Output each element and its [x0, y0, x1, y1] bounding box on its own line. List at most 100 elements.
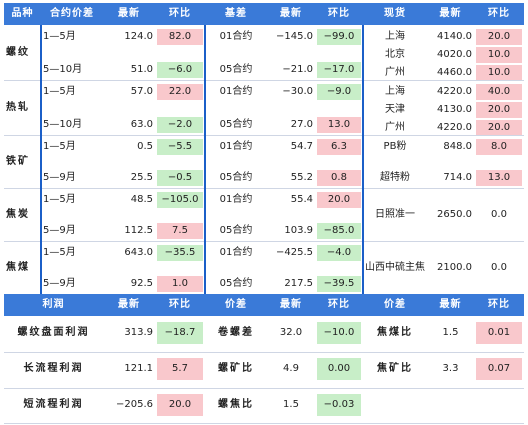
- profit-change: −18.7: [157, 322, 203, 344]
- basis-change: 6.3: [317, 139, 361, 155]
- column-header: 环比: [155, 294, 205, 316]
- column-divider: [204, 25, 206, 294]
- spot-change: 20.0: [476, 120, 522, 136]
- contract-spread: 5—9月: [43, 278, 76, 289]
- column-header: 最新: [267, 3, 315, 25]
- spot-name: PB粉: [383, 141, 407, 152]
- contract-spread: 1—5月: [43, 141, 76, 152]
- column-header: 合约价差: [41, 3, 103, 25]
- spot-change: 40.0: [476, 84, 522, 100]
- spot-change: 10.0: [476, 65, 522, 81]
- basis-latest: −30.0: [282, 86, 313, 97]
- spot-latest: 4140.0: [437, 31, 472, 42]
- spot-name: 天津: [385, 104, 405, 115]
- spot-name: 日照准一: [375, 209, 415, 220]
- profit-change: 5.7: [157, 358, 203, 380]
- column-divider: [40, 25, 42, 294]
- spot-latest: 4220.0: [437, 122, 472, 133]
- spread-latest: 25.5: [130, 172, 153, 183]
- spot-name: 广州: [385, 122, 405, 133]
- basis-contract: 05合约: [219, 172, 253, 183]
- spread-ratio-change: 0.00: [317, 358, 361, 380]
- contract-spread: 5—9月: [43, 225, 76, 236]
- spread-change: 82.0: [157, 29, 203, 45]
- profit-name: 短流程利润: [23, 399, 84, 410]
- profit-name: 长流程利润: [23, 363, 84, 374]
- spread-latest: 0.5: [137, 141, 153, 152]
- spread-change: −0.5: [157, 170, 203, 186]
- basis-contract: 05合约: [219, 64, 253, 75]
- spread-change: 22.0: [157, 84, 203, 100]
- spot-name: 上海: [385, 86, 405, 97]
- basis-contract: 05合约: [219, 119, 253, 130]
- column-header: 价差: [205, 294, 267, 316]
- column-header: 最新: [427, 3, 474, 25]
- column-header: 最新: [103, 294, 155, 316]
- spread-latest: 48.5: [130, 194, 153, 205]
- basis-latest: −21.0: [282, 64, 313, 75]
- column-header: 环比: [315, 294, 363, 316]
- basis-contract: 05合约: [219, 278, 253, 289]
- ratio-latest: 3.3: [442, 363, 459, 374]
- basis-change: −39.5: [317, 276, 361, 292]
- basis-change: 13.0: [317, 117, 361, 133]
- profit-change: 20.0: [157, 394, 203, 416]
- basis-change: −4.0: [317, 245, 361, 261]
- basis-change: 0.8: [317, 170, 361, 186]
- spread-latest: 51.0: [130, 64, 153, 75]
- profit-latest: −205.6: [115, 399, 153, 410]
- contract-spread: 1—5月: [43, 31, 76, 42]
- column-header: 环比: [474, 3, 524, 25]
- ratio-change: 0.07: [476, 358, 522, 380]
- spot-latest: 4020.0: [437, 49, 472, 60]
- column-header: 环比: [474, 294, 524, 316]
- spread-ratio-change: −10.0: [317, 322, 361, 344]
- basis-latest: −145.0: [275, 31, 313, 42]
- column-header: 环比: [155, 3, 205, 25]
- spot-latest: 4130.0: [437, 104, 472, 115]
- spread-name: 卷螺差: [218, 327, 254, 338]
- basis-change: −17.0: [317, 62, 361, 78]
- ratio-name: 焦矿比: [377, 363, 413, 374]
- spread-name: 螺矿比: [218, 363, 254, 374]
- contract-spread: 1—5月: [43, 247, 76, 258]
- basis-change: −9.0: [317, 84, 361, 100]
- spot-latest: 848.0: [443, 141, 472, 152]
- column-header: 现货: [363, 3, 427, 25]
- basis-change: 20.0: [317, 192, 361, 208]
- spread-latest: 112.5: [124, 225, 153, 236]
- commodity-name: 螺纹: [6, 46, 30, 58]
- spot-change: 0.0: [491, 209, 507, 220]
- spread-change: −6.0: [157, 62, 203, 78]
- spot-name: 北京: [385, 49, 405, 60]
- basis-contract: 01合约: [219, 86, 253, 97]
- profit-latest: 313.9: [124, 327, 153, 338]
- profit-latest: 121.1: [124, 363, 153, 374]
- column-header: 最新: [427, 294, 474, 316]
- spread-change: −35.5: [157, 245, 203, 261]
- column-header: 价差: [363, 294, 427, 316]
- spot-change: 0.0: [491, 262, 507, 273]
- spread-ratio-latest: 1.5: [283, 399, 299, 410]
- spot-change: 20.0: [476, 102, 522, 118]
- profit-name: 螺纹盘面利润: [17, 327, 90, 338]
- spread-change: −2.0: [157, 117, 203, 133]
- basis-contract: 01合约: [219, 141, 253, 152]
- column-header: 最新: [103, 3, 155, 25]
- spot-latest: 2100.0: [437, 262, 472, 273]
- spread-change: 7.5: [157, 223, 203, 239]
- spot-latest: 4460.0: [437, 67, 472, 78]
- spread-latest: 63.0: [130, 119, 153, 130]
- spot-change: 10.0: [476, 47, 522, 63]
- basis-latest: 55.2: [290, 172, 313, 183]
- contract-spread: 5—9月: [43, 172, 76, 183]
- table-bottom-border: [4, 423, 524, 424]
- basis-contract: 01合约: [219, 247, 253, 258]
- contract-spread: 5—10月: [43, 64, 83, 75]
- spread-latest: 643.0: [124, 247, 153, 258]
- spot-name: 山西中硫主焦: [365, 262, 425, 273]
- commodity-name: 铁矿: [6, 155, 30, 167]
- basis-latest: 103.9: [284, 225, 313, 236]
- spread-name: 螺焦比: [218, 399, 254, 410]
- row-divider: [4, 80, 524, 81]
